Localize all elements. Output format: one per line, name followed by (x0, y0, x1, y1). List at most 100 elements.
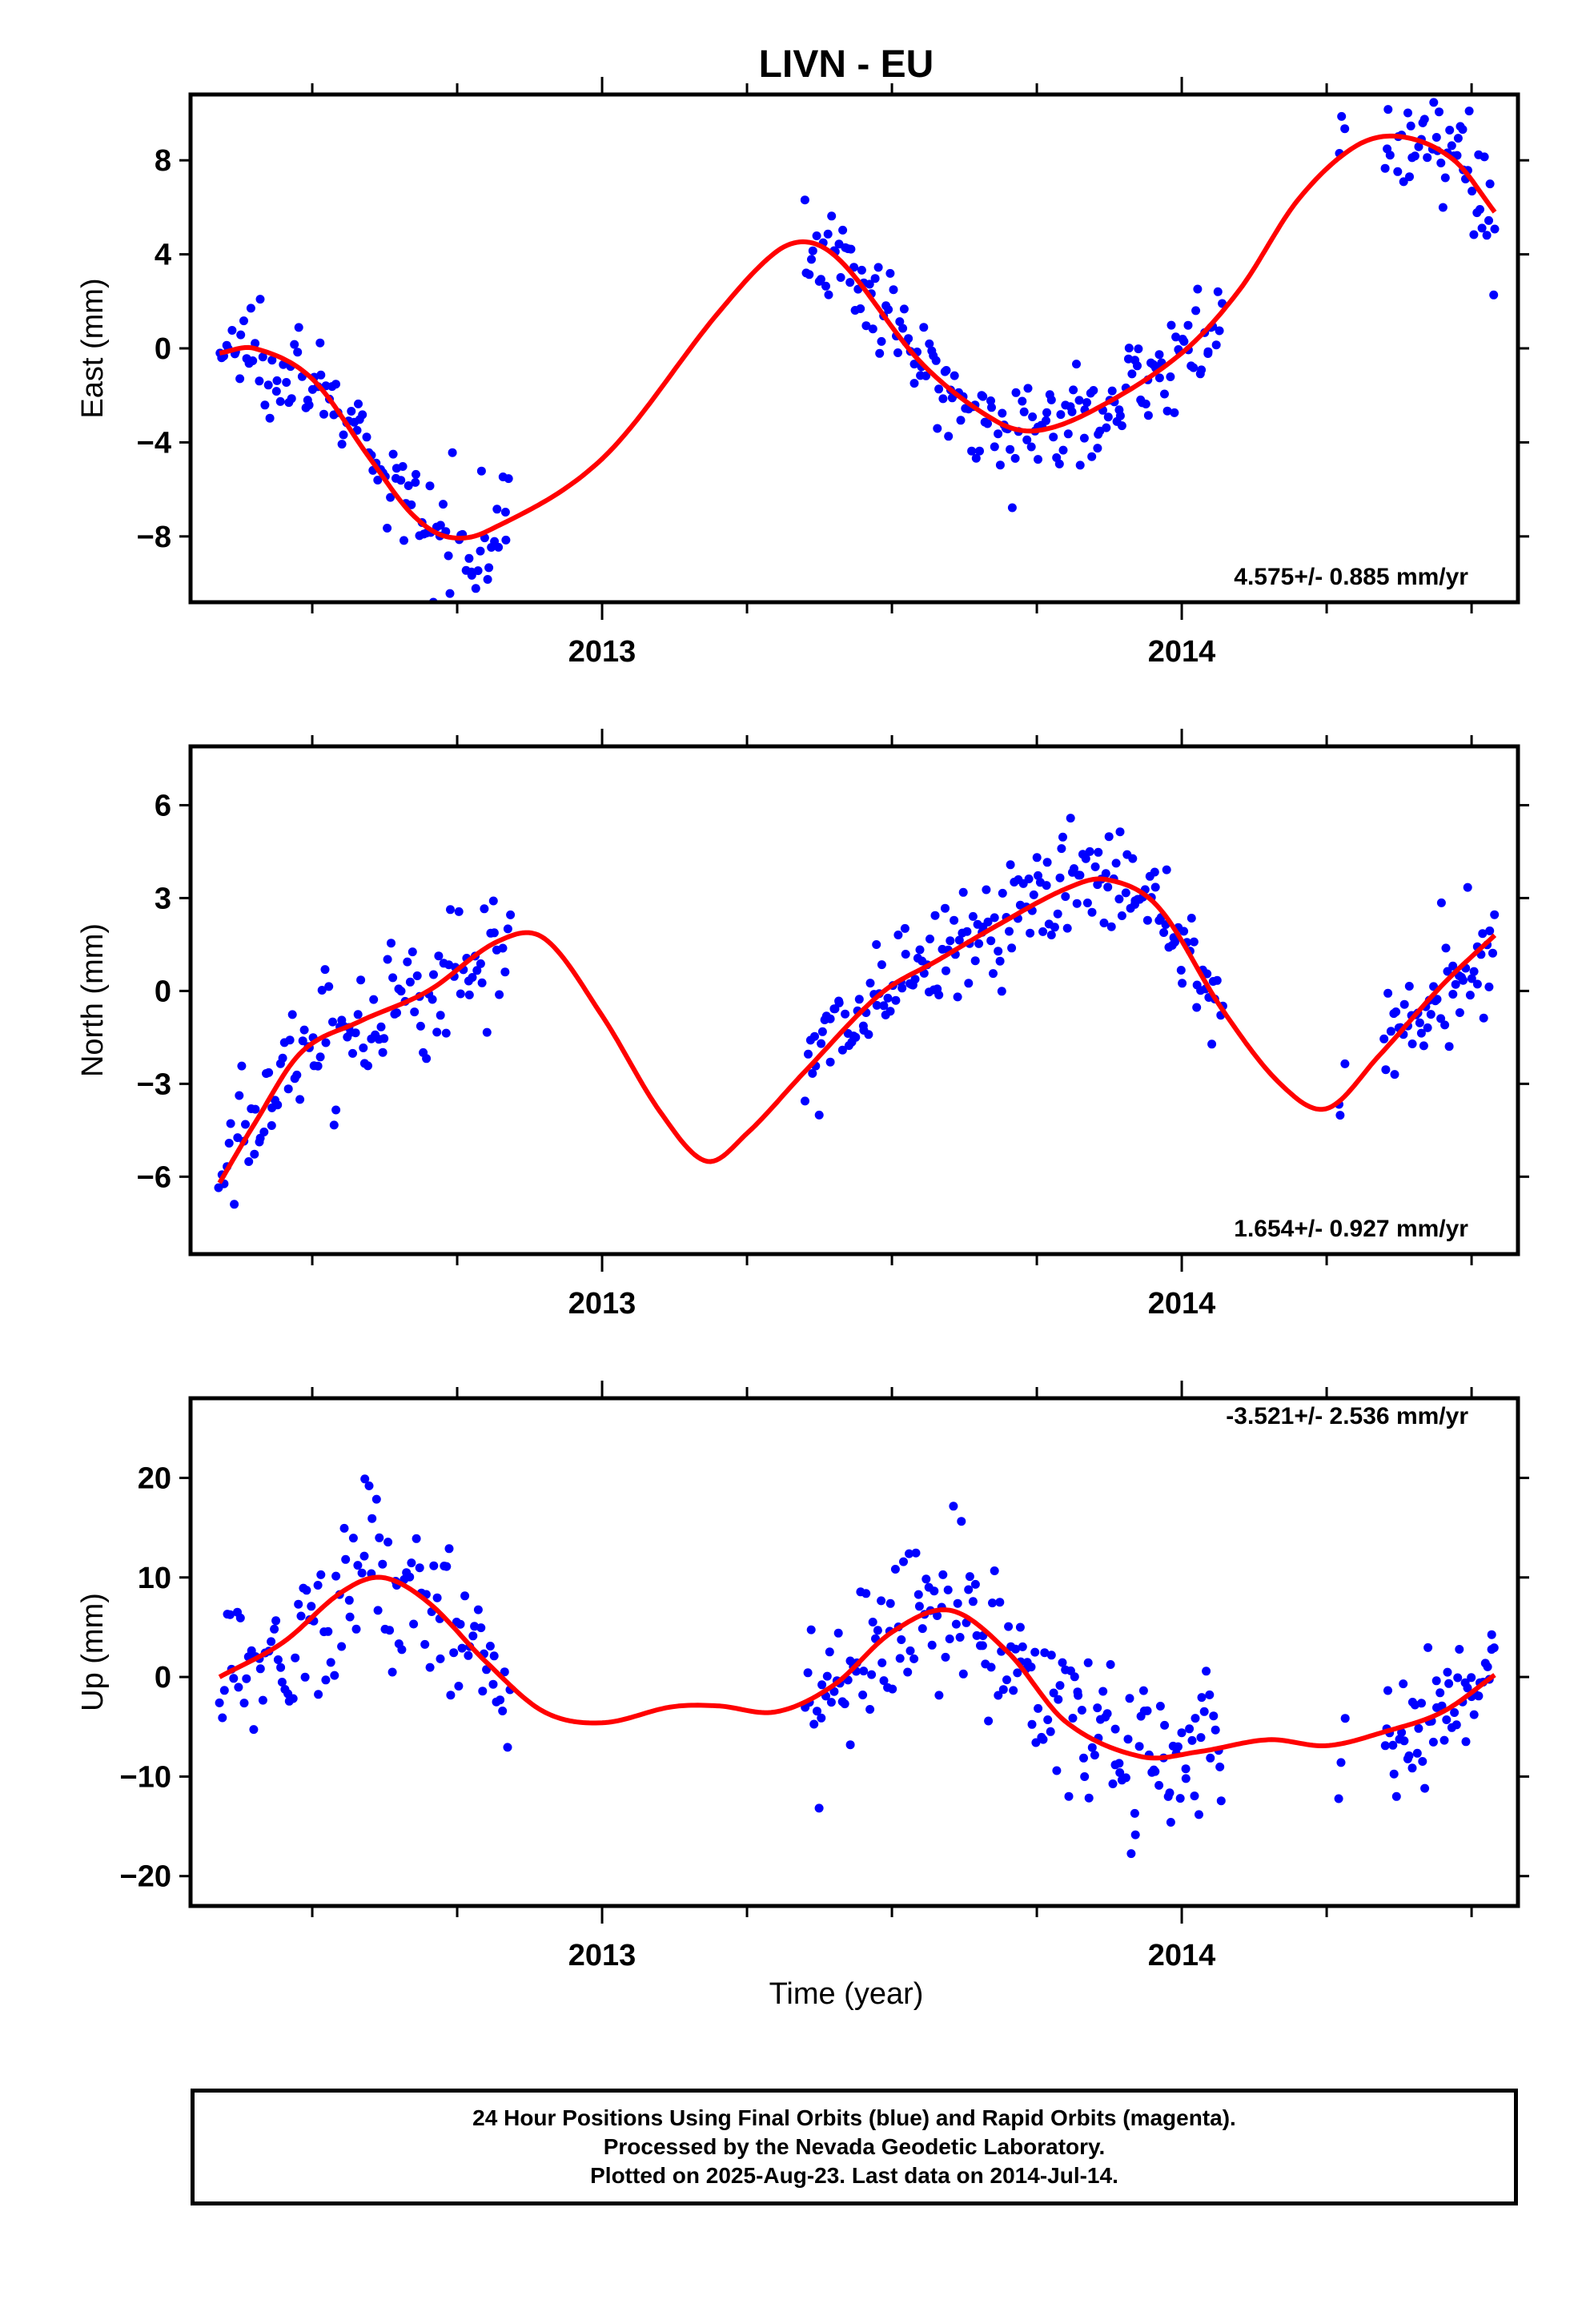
data-point (872, 1000, 881, 1010)
data-point (1062, 923, 1072, 933)
data-point (986, 936, 996, 946)
data-point (454, 907, 464, 916)
data-point (1055, 873, 1065, 883)
data-point (885, 1007, 895, 1016)
data-point (1404, 1751, 1414, 1760)
data-point (1196, 1733, 1206, 1743)
data-point (1416, 1028, 1426, 1038)
data-point (1490, 910, 1500, 919)
data-point (941, 1652, 950, 1662)
data-point (1150, 867, 1159, 877)
data-point (1098, 1687, 1108, 1696)
panels-container: −8 −4 0 4 8 2013 2014 East (mm) 4.575+/- 0.885 m… (76, 77, 1529, 1972)
data-point (974, 939, 984, 948)
data-point (1121, 1773, 1130, 1783)
up-rate-label: -3.521+/- 2.536 mm/yr (1226, 1403, 1468, 1429)
east-y-axis-label: East (mm) (76, 278, 110, 418)
data-point (901, 950, 910, 959)
data-point (383, 955, 392, 964)
data-point (915, 945, 925, 955)
data-point (456, 989, 465, 999)
data-point (1082, 398, 1091, 408)
data-point (1046, 931, 1056, 939)
data-point (237, 1061, 247, 1071)
data-point (873, 1626, 882, 1635)
data-point (283, 1084, 293, 1094)
data-point (488, 1679, 498, 1689)
data-point (903, 1667, 913, 1677)
data-point (1216, 1796, 1226, 1806)
north-y-axis-label: North (mm) (76, 923, 110, 1077)
data-point (1212, 975, 1222, 985)
data-point (293, 348, 303, 357)
data-point (868, 324, 877, 334)
data-point (403, 957, 412, 967)
data-point (1431, 133, 1441, 142)
data-point (1150, 1767, 1160, 1776)
data-point (1450, 1708, 1460, 1717)
data-point (1412, 1748, 1422, 1758)
data-point (1162, 865, 1171, 875)
data-point (1029, 890, 1038, 899)
data-point (805, 270, 814, 279)
data-point (1423, 153, 1432, 163)
y-tick-label: 6 (155, 789, 171, 822)
data-point (879, 1001, 889, 1011)
data-point (248, 356, 258, 365)
data-point (870, 274, 880, 283)
data-point (267, 1121, 276, 1130)
data-point (1007, 503, 1017, 513)
data-point (467, 570, 476, 580)
data-point (321, 1675, 331, 1685)
data-point (371, 1494, 381, 1504)
data-point (457, 1643, 467, 1653)
footer-line-2: Processed by the Nevada Geodetic Laborat… (603, 2134, 1106, 2159)
data-point (851, 1032, 861, 1042)
data-point (1125, 1694, 1134, 1703)
data-point (1064, 1791, 1074, 1801)
data-point (1070, 1672, 1079, 1682)
data-point (369, 995, 379, 1004)
y-tick-label: 3 (155, 882, 171, 915)
data-point (1174, 1742, 1182, 1751)
data-point (1018, 396, 1027, 406)
data-point (1426, 1010, 1435, 1019)
x-axis-label: Time (year) (769, 1977, 924, 2011)
footer-line-1: 24 Hour Positions Using Final Orbits (bl… (472, 2105, 1236, 2130)
data-point (478, 1687, 488, 1696)
data-point (476, 546, 485, 556)
data-point (909, 360, 919, 369)
data-point (1469, 967, 1479, 976)
east-rate-label: 4.575+/- 0.885 mm/yr (1234, 564, 1468, 590)
data-point (348, 1534, 358, 1543)
data-point (1126, 1849, 1136, 1859)
y-tick-label: 10 (138, 1562, 171, 1595)
data-point (1049, 1688, 1058, 1698)
y-tick-label: −3 (137, 1068, 171, 1101)
data-point (1111, 858, 1121, 868)
data-point (439, 500, 448, 509)
data-point (1176, 966, 1186, 975)
data-point (1380, 163, 1390, 173)
data-point (1027, 1719, 1037, 1729)
data-point (387, 939, 396, 948)
data-point (219, 1686, 229, 1695)
data-point (1443, 1667, 1452, 1677)
data-point (472, 966, 482, 975)
data-point (436, 521, 445, 530)
north-plot-frame (188, 744, 1520, 1256)
data-point (895, 317, 905, 327)
data-point (1469, 230, 1479, 239)
data-point (1468, 187, 1477, 196)
data-point (1070, 864, 1078, 874)
data-point (287, 394, 296, 404)
data-point (294, 1599, 303, 1609)
data-point (489, 1651, 499, 1661)
data-point (827, 211, 837, 221)
data-point (489, 928, 499, 938)
data-point (841, 1009, 850, 1019)
data-point (986, 396, 995, 405)
data-point (995, 956, 1005, 966)
data-point (955, 1633, 965, 1642)
data-point (388, 973, 398, 983)
